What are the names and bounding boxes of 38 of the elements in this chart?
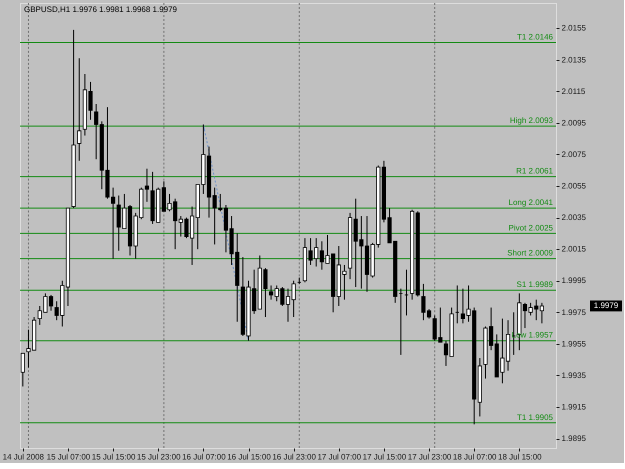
y-tick-label: 2.0115 — [562, 86, 586, 96]
ref-line-label: S1 1.9989 — [516, 280, 554, 290]
y-tick-label: 1.9955 — [562, 339, 587, 348]
x-tick-label: 16 Jul 15:00 — [227, 452, 272, 462]
x-tick-label: 16 Jul 07:00 — [182, 452, 226, 462]
y-tick-label: 2.0055 — [562, 182, 587, 191]
ref-line-label: High 2.0093 — [510, 116, 554, 126]
y-tick-label: 1.9975 — [562, 308, 587, 317]
ref-line-label: Long 2.0041 — [508, 198, 554, 208]
x-tick-label: 16 Jul 23:00 — [272, 452, 316, 462]
chart-title: GBPUSD,H1 1.9976 1.9981 1.9968 1.9979 — [24, 5, 178, 14]
text: 1.9979 — [594, 300, 619, 310]
x-tick-label: 17 Jul 15:00 — [362, 452, 407, 462]
x-tick-label: 15 Jul 07:00 — [46, 452, 91, 462]
x-tick-label: 18 Jul 15:00 — [498, 452, 542, 462]
x-tick-label: 17 Jul 23:00 — [408, 452, 452, 462]
y-tick-label: 2.0155 — [562, 24, 587, 33]
y-tick-label: 1.9915 — [562, 402, 587, 412]
y-tick-label: 1.9935 — [562, 370, 587, 380]
x-tick-label: 15 Jul 23:00 — [136, 452, 182, 462]
candlestick — [20, 352, 25, 387]
ref-line-label: T1 1.9905 — [516, 412, 554, 422]
y-tick-label: 1.9895 — [562, 434, 587, 444]
ref-line-label: Pivot 2.0025 — [508, 223, 554, 232]
ref-line-label: Short 2.0009 — [507, 248, 554, 258]
x-tick-label: 17 Jul 07:00 — [317, 452, 362, 462]
candlestick — [77, 58, 82, 162]
ref-line-label: T1 2.0146 — [516, 32, 554, 42]
y-tick-label: 2.0075 — [562, 150, 587, 159]
x-tick-label: 14 Jul 2008 — [2, 452, 45, 462]
y-tick-label: 2.0135 — [562, 55, 587, 64]
y-tick-label: 2.0095 — [562, 118, 587, 128]
y-tick-label: 1.9995 — [562, 276, 587, 286]
y-tick-label: 2.0015 — [562, 244, 587, 254]
y-tick-label: 2.0035 — [562, 213, 587, 222]
ref-line-label: R1 2.0061 — [516, 166, 554, 176]
x-tick-label: 18 Jul 07:00 — [452, 452, 498, 462]
x-tick-label: 15 Jul 15:00 — [92, 452, 136, 462]
